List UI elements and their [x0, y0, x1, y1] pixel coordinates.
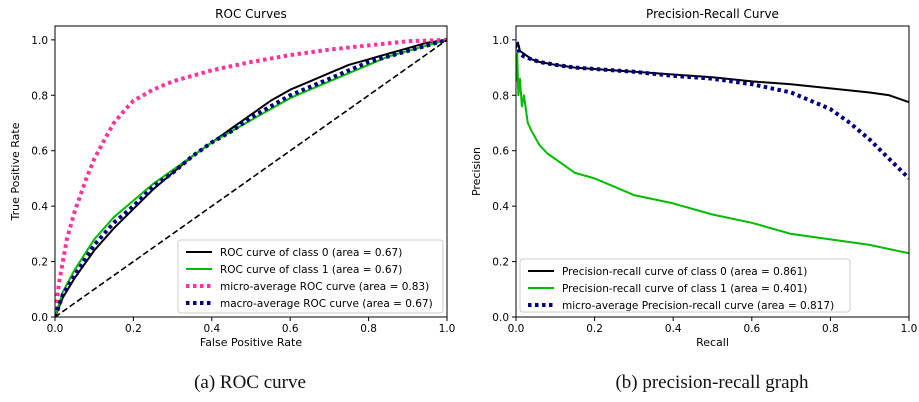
y-tick-label: 0.2	[492, 257, 509, 269]
x-tick-label: 0.2	[586, 323, 603, 335]
x-tick-label: 0.0	[508, 323, 525, 335]
x-tick-label: 0.0	[47, 323, 64, 335]
legend: Precision-recall curve of class 0 (area …	[519, 258, 851, 313]
y-axis-label: Precision	[470, 147, 483, 196]
x-tick-label: 0.8	[822, 323, 839, 335]
plot-frame	[54, 25, 448, 318]
legend-label: ROC curve of class 1 (area = 0.67)	[220, 264, 402, 276]
x-tick-label: 0.2	[125, 323, 142, 335]
y-tick-label: 1.0	[492, 35, 509, 47]
x-tick-label: 0.8	[360, 323, 377, 335]
chart-panel-1: ROC Curves 0.0 0.2 0.4 0.6 0.8 1.0 0.0 0.2 0.4 0.6…	[9, 7, 455, 349]
legend-label: micro-average ROC curve (area = 0.83)	[220, 281, 429, 293]
x-tick-label: 0.6	[743, 323, 760, 335]
series-line-2	[55, 38, 447, 317]
series-line-5	[55, 39, 447, 317]
y-tick-label: 0.2	[31, 257, 48, 269]
legend-label: micro-average Precision-recall curve (ar…	[562, 300, 834, 312]
y-tick-label: 0.0	[492, 312, 509, 324]
plot-frame	[515, 25, 910, 318]
series-group	[55, 37, 447, 317]
caption-pr: (b) precision-recall graph	[615, 372, 809, 393]
x-axis-label: False Positive Rate	[200, 336, 302, 349]
chart-title: ROC Curves	[215, 7, 287, 21]
y-tick-label: 0.8	[492, 90, 509, 102]
legend-box	[519, 258, 851, 313]
series-group	[516, 41, 909, 255]
legend-label: ROC curve of class 0 (area = 0.67)	[220, 247, 402, 259]
x-tick-label: 1.0	[901, 323, 918, 335]
y-tick-label: 0.8	[31, 90, 48, 102]
y-tick-label: 0.4	[492, 201, 509, 213]
legend-label: Precision-recall curve of class 0 (area …	[562, 266, 807, 278]
series-line-3	[516, 41, 909, 180]
y-tick-label: 0.6	[31, 146, 48, 158]
chart-panel-2: Precision-Recall Curve 0.0 0.2 0.4 0.6 0.8 1.0…	[470, 7, 917, 349]
series-line-4	[55, 37, 447, 317]
y-tick-label: 0.6	[492, 146, 509, 158]
series-line-2	[516, 52, 909, 255]
x-tick-label: 0.4	[665, 323, 682, 335]
y-tick-label: 0.0	[31, 312, 48, 324]
chart-title: Precision-Recall Curve	[646, 7, 779, 21]
series-line-3	[55, 37, 447, 317]
y-axis-label: True Positive Rate	[9, 122, 22, 221]
y-tick-label: 1.0	[31, 35, 48, 47]
x-tick-label: 1.0	[439, 323, 456, 335]
figure: ROC Curves 0.0 0.2 0.4 0.6 0.8 1.0 0.0 0.2 0.4 0.6…	[9, 7, 917, 349]
caption-roc: (a) ROC curve	[194, 372, 306, 393]
legend-label: macro-average ROC curve (area = 0.67)	[220, 298, 433, 310]
legend-box	[177, 239, 444, 314]
legend-label: Precision-recall curve of class 1 (area …	[562, 283, 807, 295]
x-tick-label: 0.6	[282, 323, 299, 335]
series-line-1	[516, 41, 909, 104]
x-axis-label: Recall	[696, 336, 729, 349]
series-line-1	[55, 38, 447, 317]
x-tick-label: 0.4	[203, 323, 220, 335]
legend: ROC curve of class 0 (area = 0.67) ROC cu…	[177, 239, 444, 314]
y-tick-label: 0.4	[31, 201, 48, 213]
